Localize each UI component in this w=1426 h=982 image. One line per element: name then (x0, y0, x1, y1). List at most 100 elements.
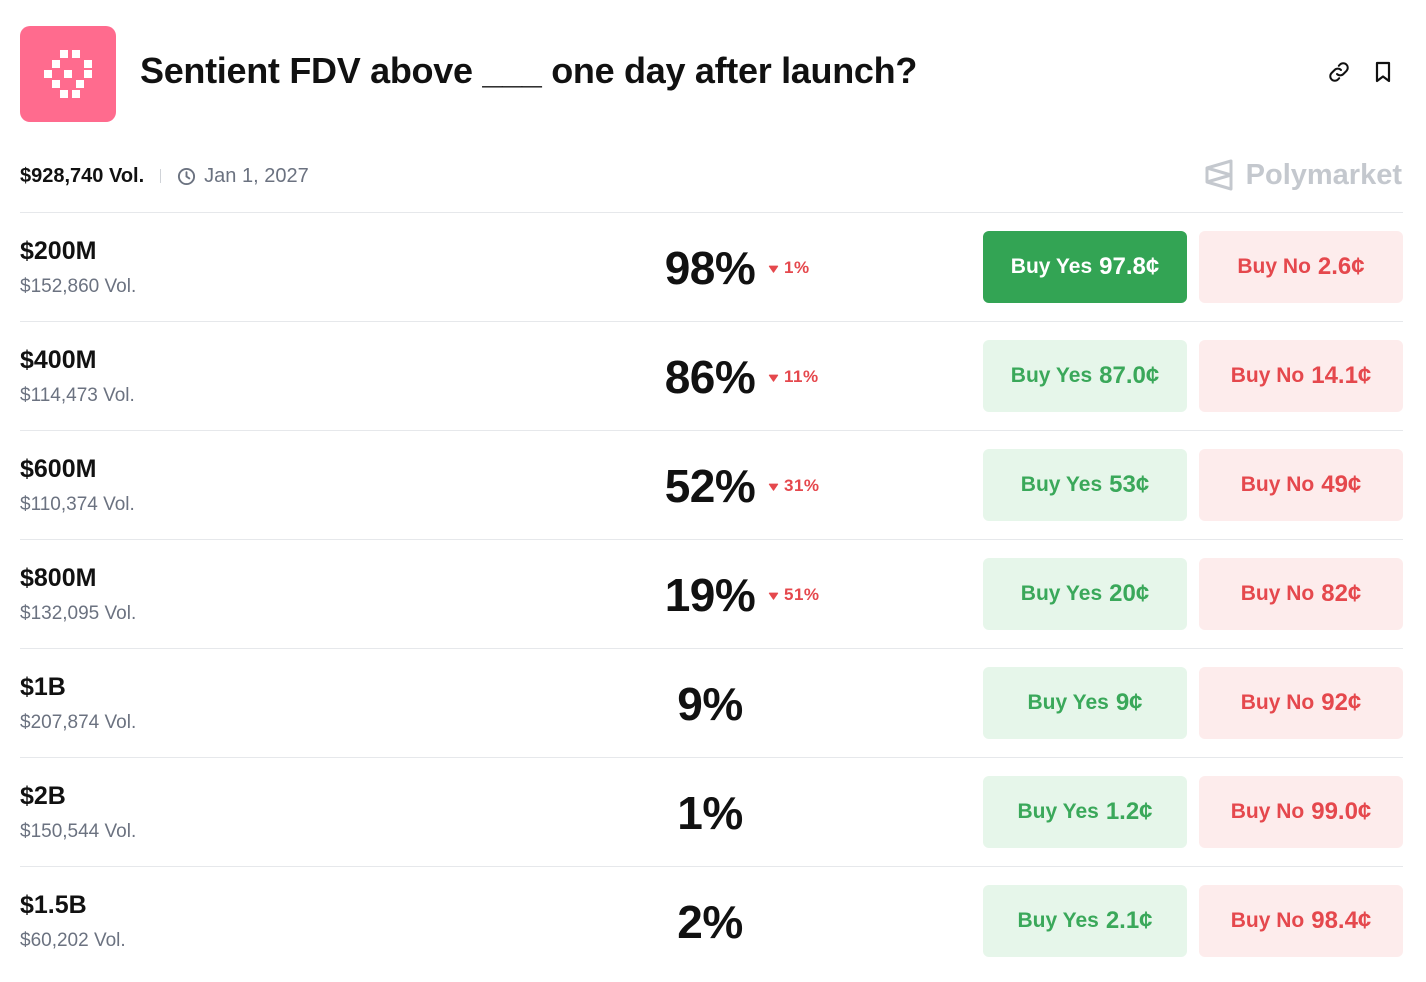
outcome-probability: 86% (664, 351, 756, 403)
outcome-change-value: 51% (784, 585, 820, 604)
outcome-label: $800M (20, 564, 97, 592)
arrow-down-icon (768, 374, 779, 382)
buy-no-label: Buy No (1240, 582, 1315, 605)
buy-no-label: Buy No (1240, 473, 1315, 496)
outcome-row-2: $600M $110,374 Vol. 52% 31% Buy Yes 53¢ … (20, 431, 1403, 540)
buy-yes-button[interactable]: Buy Yes 1.2¢ (983, 776, 1187, 848)
buy-no-button[interactable]: Buy No 82¢ (1199, 558, 1403, 630)
buy-no-label: Buy No (1237, 255, 1311, 278)
outcome-change: 31% (768, 476, 820, 496)
outcome-volume: $110,374 Vol. (20, 494, 135, 515)
outcome-change: 11% (768, 367, 819, 387)
end-date: Jan 1, 2027 (177, 165, 309, 188)
outcome-label: $200M (20, 237, 97, 265)
polymarket-logo-icon (1205, 159, 1233, 191)
buy-no-button[interactable]: Buy No 98.4¢ (1199, 885, 1403, 957)
brand-name: Polymarket (1245, 158, 1402, 191)
copy-link-button[interactable] (1326, 58, 1352, 86)
buy-yes-button[interactable]: Buy Yes 9¢ (983, 667, 1187, 739)
buy-no-button[interactable]: Buy No 14.1¢ (1199, 340, 1403, 412)
outcome-probability: 9% (677, 678, 743, 730)
buy-no-price: 98.4¢ (1311, 907, 1372, 934)
clock-icon (178, 167, 196, 185)
header-divider (20, 212, 1403, 213)
outcome-row-4: $1B $207,874 Vol. 9% Buy Yes 9¢ Buy No 9… (20, 649, 1403, 758)
outcome-probability: 52% (664, 460, 756, 512)
outcome-row-3: $800M $132,095 Vol. 19% 51% Buy Yes 20¢ … (20, 540, 1403, 649)
outcome-row-5: $2B $150,544 Vol. 1% Buy Yes 1.2¢ Buy No… (20, 758, 1403, 867)
total-volume: $928,740 Vol. (20, 164, 145, 187)
buy-yes-label: Buy Yes (1020, 582, 1103, 605)
buy-no-label: Buy No (1230, 909, 1305, 932)
buy-no-price: 14.1¢ (1311, 362, 1372, 389)
polymarket-brand: Polymarket (1204, 158, 1402, 192)
buy-no-label: Buy No (1230, 364, 1305, 387)
outcome-change: 51% (768, 585, 820, 605)
buy-yes-label: Buy Yes (1010, 364, 1093, 387)
outcome-probability: 2% (677, 896, 743, 948)
buy-yes-price: 1.2¢ (1105, 798, 1153, 825)
outcome-volume: $152,860 Vol. (20, 276, 137, 297)
buy-yes-button[interactable]: Buy Yes 87.0¢ (983, 340, 1187, 412)
outcome-row-0: $200M $152,860 Vol. 98% 1% Buy Yes 97.8¢… (20, 213, 1403, 322)
buy-no-price: 82¢ (1321, 580, 1362, 607)
buy-no-label: Buy No (1230, 800, 1305, 823)
outcome-label: $1.5B (20, 891, 87, 919)
bookmark-icon (1375, 61, 1391, 83)
buy-no-button[interactable]: Buy No 99.0¢ (1199, 776, 1403, 848)
buy-yes-label: Buy Yes (1010, 255, 1093, 278)
outcome-probability: 1% (677, 787, 743, 839)
buy-yes-button[interactable]: Buy Yes 53¢ (983, 449, 1187, 521)
outcome-row-1: $400M $114,473 Vol. 86% 11% Buy Yes 87.0… (20, 322, 1403, 431)
outcome-probability: 98% (664, 242, 756, 294)
outcome-label: $1B (20, 673, 66, 701)
buy-no-price: 2.6¢ (1317, 253, 1365, 280)
buy-no-price: 99.0¢ (1311, 798, 1372, 825)
outcome-list: $200M $152,860 Vol. 98% 1% Buy Yes 97.8¢… (20, 213, 1403, 975)
page-title: Sentient FDV above ___ one day after lau… (140, 50, 918, 91)
outcome-volume: $60,202 Vol. (20, 930, 126, 951)
meta-divider (160, 169, 162, 183)
outcome-change-value: 1% (784, 258, 810, 277)
buy-no-button[interactable]: Buy No 2.6¢ (1199, 231, 1403, 303)
buy-yes-label: Buy Yes (1017, 909, 1099, 932)
end-date-text: Jan 1, 2027 (204, 164, 309, 187)
outcome-label: $2B (20, 782, 66, 810)
sentient-logo (20, 26, 116, 122)
buy-yes-label: Buy Yes (1020, 473, 1103, 496)
outcome-volume: $114,473 Vol. (20, 385, 135, 406)
outcome-label: $400M (20, 346, 97, 374)
buy-no-button[interactable]: Buy No 92¢ (1199, 667, 1403, 739)
buy-no-button[interactable]: Buy No 49¢ (1199, 449, 1403, 521)
bookmark-button[interactable] (1370, 58, 1396, 86)
outcome-row-6: $1.5B $60,202 Vol. 2% Buy Yes 2.1¢ Buy N… (20, 867, 1403, 975)
outcome-change: 1% (768, 258, 810, 278)
arrow-down-icon (768, 592, 779, 600)
buy-yes-price: 87.0¢ (1099, 362, 1160, 389)
buy-yes-price: 9¢ (1115, 689, 1143, 716)
buy-yes-label: Buy Yes (1027, 691, 1109, 714)
buy-no-price: 49¢ (1321, 471, 1362, 498)
outcome-change-value: 11% (784, 367, 819, 386)
buy-yes-price: 20¢ (1109, 580, 1150, 607)
buy-yes-button[interactable]: Buy Yes 97.8¢ (983, 231, 1187, 303)
outcome-volume: $150,544 Vol. (20, 821, 137, 842)
buy-yes-label: Buy Yes (1017, 800, 1099, 823)
outcome-volume: $207,874 Vol. (20, 712, 137, 733)
buy-yes-button[interactable]: Buy Yes 2.1¢ (983, 885, 1187, 957)
outcome-change-value: 31% (784, 476, 820, 495)
market-meta: $928,740 Vol. Jan 1, 2027 (20, 160, 309, 192)
buy-no-price: 92¢ (1321, 689, 1362, 716)
arrow-down-icon (768, 483, 779, 491)
buy-no-label: Buy No (1240, 691, 1315, 714)
outcome-volume: $132,095 Vol. (20, 603, 137, 624)
arrow-down-icon (768, 265, 779, 273)
outcome-probability: 19% (664, 569, 756, 621)
buy-yes-button[interactable]: Buy Yes 20¢ (983, 558, 1187, 630)
outcome-label: $600M (20, 455, 97, 483)
buy-yes-price: 97.8¢ (1099, 253, 1160, 280)
market-header: Sentient FDV above ___ one day after lau… (20, 26, 1406, 122)
header-actions (1326, 58, 1396, 86)
link-icon (1329, 62, 1349, 82)
sentient-logo-icon (44, 50, 92, 98)
